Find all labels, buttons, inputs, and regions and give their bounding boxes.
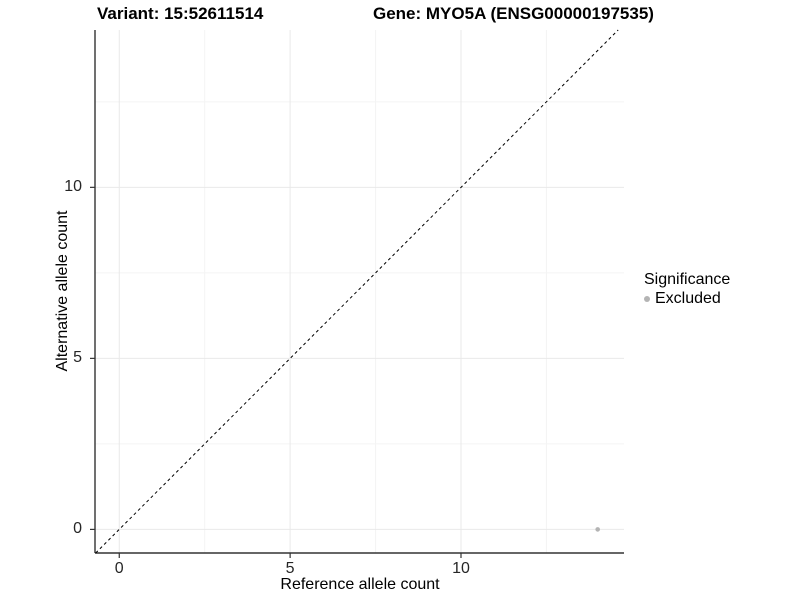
- y-tick-label: 0: [73, 520, 82, 538]
- legend-point-icon: [644, 296, 650, 302]
- data-point: [595, 527, 600, 532]
- legend-item-label: Excluded: [655, 290, 721, 307]
- y-tick-label: 10: [64, 178, 82, 196]
- x-tick-label: 0: [114, 560, 124, 577]
- plot-title-variant: Variant: 15:52611514: [97, 4, 264, 23]
- y-axis-label: Alternative allele count: [54, 210, 71, 372]
- x-tick-label: 10: [452, 560, 470, 577]
- legend-title: Significance: [644, 271, 731, 288]
- x-axis-label: Reference allele count: [280, 576, 440, 593]
- legend: Significance Excluded: [644, 271, 730, 308]
- identity-reference-line: [95, 29, 619, 554]
- plot-title-gene: Gene: MYO5A (ENSG00000197535): [373, 4, 654, 23]
- y-tick-label: 5: [73, 349, 82, 367]
- legend-item-excluded: Excluded: [644, 290, 730, 308]
- x-tick-label: 5: [285, 560, 295, 577]
